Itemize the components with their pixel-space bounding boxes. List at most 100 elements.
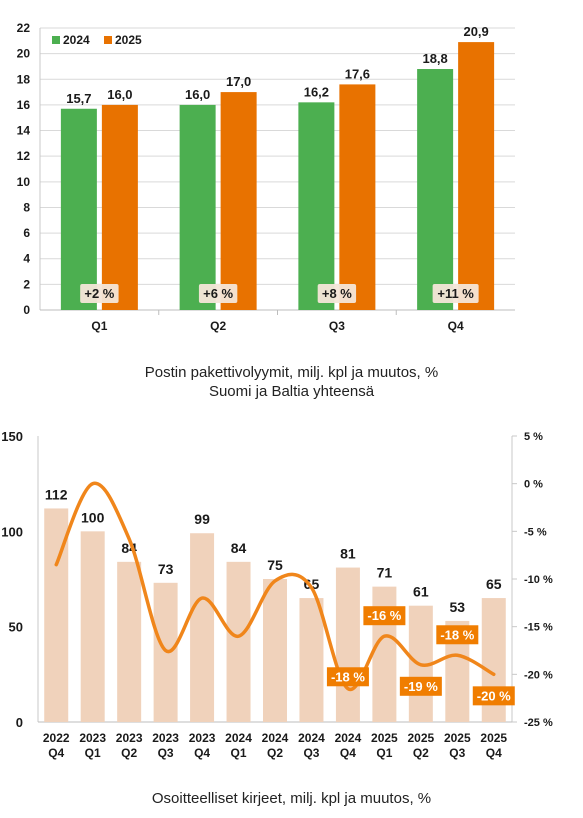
y-tick-label: 0 [23,303,30,317]
parcel-chart-subtitle: Suomi ja Baltia yhteensä [208,383,375,400]
change-label-box [432,284,479,303]
line-label: -16 % [367,608,401,623]
bar-2025-Q2 [220,92,257,310]
change-label: +8 % [322,286,352,301]
left-tick-label: 150 [1,429,23,444]
bar-2024-Q1 [226,561,251,722]
x-tick-year: 2024 [335,731,362,745]
right-tick-label: -20 % [524,669,553,681]
x-tick-quarter: Q2 [121,746,137,760]
x-tick-year: 2023 [189,731,216,745]
left-tick-label: 50 [9,620,23,635]
y-tick-label: 20 [17,47,31,61]
bar-2024-Q4 [417,69,454,310]
y-tick-label: 18 [17,72,31,86]
x-tick-quarter: Q1 [85,746,101,760]
bar-2024-Q2 [179,104,216,310]
line-label-box [472,686,515,706]
right-tick-label: 5 % [524,431,543,443]
bar-2024-Q4 [335,567,360,722]
bar-value-label: 17,0 [226,74,251,89]
letters-chart-caption: Osoitteelliset kirjeet, milj. kpl ja muu… [0,789,583,808]
x-tick-label: Q1 [91,319,107,333]
x-tick-year: 2023 [116,731,143,745]
x-tick-year: 2022 [43,731,70,745]
x-tick-quarter: Q4 [340,746,356,760]
x-tick-quarter: Q2 [413,746,429,760]
bar-value-label: 75 [267,557,283,573]
bar-value-label: 18,8 [422,51,447,66]
bar-value-label: 16,0 [107,87,132,102]
bar-value-label: 112 [45,486,68,502]
line-label-box [326,667,369,687]
change-line [54,481,496,691]
x-tick-quarter: Q3 [303,746,319,760]
letters-chart-title: Osoitteelliset kirjeet, milj. kpl ja muu… [151,790,432,807]
bar-value-label: 16,0 [185,87,210,102]
change-label-box [317,284,357,303]
right-tick-label: 0 % [524,479,543,491]
change-label-box [198,284,238,303]
y-tick-label: 4 [23,252,30,266]
change-label: +6 % [203,286,233,301]
right-tick-label: -15 % [524,622,553,634]
bar-value-label: 81 [340,546,356,562]
x-tick-year: 2025 [480,731,507,745]
x-tick-quarter: Q1 [231,746,247,760]
change-label-box [80,284,119,303]
line-label: -18 % [331,669,365,684]
left-tick-label: 100 [1,524,23,539]
x-tick-year: 2023 [152,731,179,745]
bar-value-label: 16,2 [304,84,329,99]
x-tick-quarter: Q4 [486,746,502,760]
x-tick-label: Q4 [448,319,464,333]
x-tick-year: 2023 [79,731,106,745]
legend-swatch-2024 [52,36,60,44]
y-tick-label: 6 [23,226,30,240]
x-tick-label: Q3 [329,319,345,333]
bar-2024-Q3 [298,102,335,310]
x-tick-quarter: Q1 [376,746,392,760]
bar-2025-Q3 [339,84,376,311]
bar-value-label: 65 [486,576,502,592]
x-tick-year: 2024 [298,731,325,745]
y-tick-label: 14 [17,124,31,138]
bar-value-label: 84 [231,540,247,556]
change-label: +2 % [84,286,114,301]
y-tick-label: 22 [17,21,31,35]
bar-value-label: 20,9 [463,24,488,39]
line-label-box [363,606,406,626]
change-label: +11 % [437,286,474,301]
parcel-volume-chart: 0 2 4 6 8 10 12 14 16 18 20 22 15,7 16,0 +2 % Q1 16,0 17,… [17,21,515,333]
y-tick-label: 2 [23,277,30,291]
legend-label-2025: 2025 [115,33,142,47]
line-label: -20 % [477,688,511,703]
bar-value-label: 100 [81,509,105,525]
legend-swatch-2025 [104,36,112,44]
bar-2025-Q4 [458,42,495,310]
right-tick-label: -10 % [524,574,553,586]
x-tick-quarter: Q2 [267,746,283,760]
bar-2024-Q3 [299,598,324,722]
line-label-box [399,676,442,696]
y-tick-label: 8 [23,200,30,214]
letters-chart: 0 50 100 150 -25 % -20 % -15 % -10 % -5 % 0 % 5 % 1… [1,429,553,760]
bar-value-label: 73 [158,561,174,577]
bar-value-label: 17,6 [345,66,370,81]
bar-2024-Q1 [60,108,97,310]
bar-2023-Q2 [117,561,142,722]
bar-value-label: 71 [377,565,393,581]
bar-value-label: 99 [194,511,210,527]
right-tick-label: -25 % [524,717,553,729]
x-tick-quarter: Q3 [449,746,465,760]
bar-value-label: 53 [450,599,466,615]
parcel-chart-caption: Postin pakettivolyymit, milj. kpl ja muu… [0,363,583,401]
x-tick-year: 2025 [371,731,398,745]
x-tick-quarter: Q3 [158,746,174,760]
legend-label-2024: 2024 [63,33,90,47]
y-tick-label: 16 [17,98,31,112]
x-tick-year: 2024 [225,731,252,745]
x-tick-quarter: Q4 [48,746,64,760]
bar-2025-Q1 [101,104,138,310]
line-label: -18 % [440,627,474,642]
